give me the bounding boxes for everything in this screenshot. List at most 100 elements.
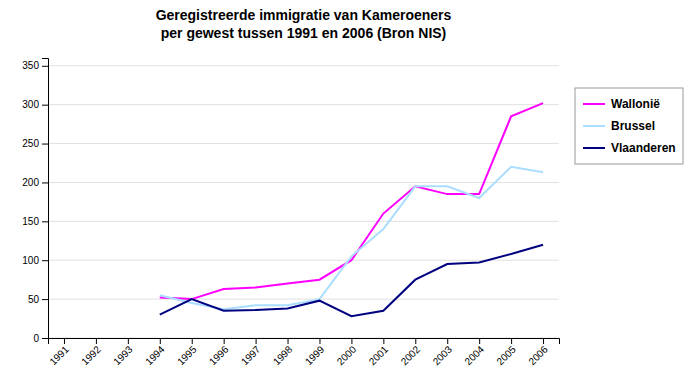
title-line: per gewest tussen 1991 en 2006 (Bron NIS… <box>161 25 447 41</box>
x-tick-mark <box>288 338 289 344</box>
grid-line <box>48 143 559 144</box>
x-tick-mark <box>319 338 320 344</box>
grid-line <box>48 104 559 105</box>
y-tick-label: 100 <box>22 255 39 266</box>
x-tick: 1998 <box>271 338 295 367</box>
x-tick-mark <box>256 338 257 344</box>
x-tick: 2006 <box>526 338 550 367</box>
x-tick-label: 2003 <box>431 343 455 367</box>
chart-container: Geregistreerde immigratie van Kameroener… <box>0 0 691 390</box>
x-tick-label: 1998 <box>271 343 295 367</box>
legend-item: Wallonië <box>583 97 660 111</box>
x-tick-mark <box>415 338 416 344</box>
x-tick-mark <box>543 338 544 344</box>
x-tick: 1992 <box>79 338 103 367</box>
x-tick-label: 2001 <box>367 343 391 367</box>
legend-label: Vlaanderen <box>611 141 676 155</box>
legend: Wallonië Brussel Vlaanderen <box>575 88 683 164</box>
series-line <box>160 103 543 299</box>
x-tick-label: 1991 <box>47 343 71 367</box>
grid-line <box>48 260 559 261</box>
y-tick: 150 <box>22 216 48 227</box>
x-tick-mark <box>224 338 225 344</box>
y-tick-mark <box>42 105 48 106</box>
y-tick: 300 <box>22 99 48 110</box>
x-tick: 1997 <box>239 338 263 367</box>
x-axis: 1991 1992 1993 1994 1995 1996 1997 1998 1999 2000… <box>47 338 559 367</box>
x-tick-label: 2004 <box>463 343 487 367</box>
x-tick: 2005 <box>494 338 518 367</box>
y-axis: 050100150200250300350 <box>22 59 48 344</box>
y-tick-label: 150 <box>22 216 39 227</box>
legend-item: Brussel <box>583 119 655 133</box>
x-tick: 2003 <box>431 338 455 367</box>
x-tick-mark <box>192 338 193 344</box>
x-tick-mark <box>447 338 448 344</box>
y-tick: 100 <box>22 255 48 266</box>
x-tick-label: 1995 <box>175 343 199 367</box>
plot-area <box>160 103 543 316</box>
series-line <box>160 245 543 317</box>
y-tick-label: 300 <box>22 99 39 110</box>
x-tick-label: 1993 <box>111 343 135 367</box>
y-tick-label: 350 <box>22 60 39 71</box>
x-tick-label: 2006 <box>526 343 550 367</box>
x-tick-label: 1994 <box>143 343 167 367</box>
x-tick: 2004 <box>463 338 487 367</box>
grid-line <box>48 221 559 222</box>
x-tick-label: 2002 <box>399 343 423 367</box>
legend-swatch <box>583 103 605 105</box>
x-tick-mark <box>511 338 512 344</box>
x-tick: 2000 <box>335 338 359 367</box>
grid-line <box>48 65 559 66</box>
y-tick-label: 0 <box>33 333 39 344</box>
x-tick: 2001 <box>367 338 391 367</box>
legend-label: Wallonië <box>611 97 660 111</box>
x-tick-label: 1996 <box>207 343 231 367</box>
legend-swatch <box>583 147 605 149</box>
x-tick: 2002 <box>399 338 423 367</box>
x-tick: 1993 <box>111 338 135 367</box>
x-tick-label: 1999 <box>303 343 327 367</box>
y-axis-line <box>42 59 49 339</box>
x-tick-mark <box>128 338 129 344</box>
legend-label: Brussel <box>611 119 655 133</box>
title-line: Geregistreerde immigratie van Kameroener… <box>156 7 452 23</box>
x-tick-mark <box>351 338 352 344</box>
x-tick: 1995 <box>175 338 199 367</box>
x-tick-label: 2000 <box>335 343 359 367</box>
series-line <box>160 167 543 309</box>
x-tick: 1991 <box>47 338 71 367</box>
x-axis-line <box>49 339 560 345</box>
y-tick: 200 <box>22 177 48 188</box>
y-tick-mark <box>42 260 48 261</box>
x-tick-label: 1997 <box>239 343 263 367</box>
x-tick-label: 1992 <box>79 343 103 367</box>
y-tick: 0 <box>33 333 48 344</box>
legend-frame <box>575 88 683 164</box>
y-tick: 350 <box>22 60 48 71</box>
x-tick-mark <box>479 338 480 344</box>
x-tick-mark <box>96 338 97 344</box>
x-tick-mark <box>64 338 65 344</box>
x-tick-label: 2005 <box>494 343 518 367</box>
x-tick-mark <box>160 338 161 344</box>
legend-item: Vlaanderen <box>583 141 676 155</box>
y-tick-label: 200 <box>22 177 39 188</box>
y-tick-mark <box>42 338 48 339</box>
x-tick: 1994 <box>143 338 167 367</box>
y-tick-mark <box>42 221 48 222</box>
x-tick: 1999 <box>303 338 327 367</box>
x-tick: 1996 <box>207 338 231 367</box>
chart-svg: Geregistreerde immigratie van Kameroener… <box>0 0 691 390</box>
grid-line <box>48 182 559 183</box>
x-tick-mark <box>383 338 384 344</box>
y-tick-mark <box>42 299 48 300</box>
y-tick-mark <box>42 66 48 67</box>
grid-line <box>48 299 559 300</box>
y-tick-mark <box>42 182 48 183</box>
legend-swatch <box>583 125 605 127</box>
y-tick-label: 250 <box>22 138 39 149</box>
y-tick: 250 <box>22 138 48 149</box>
y-tick-mark <box>42 144 48 145</box>
